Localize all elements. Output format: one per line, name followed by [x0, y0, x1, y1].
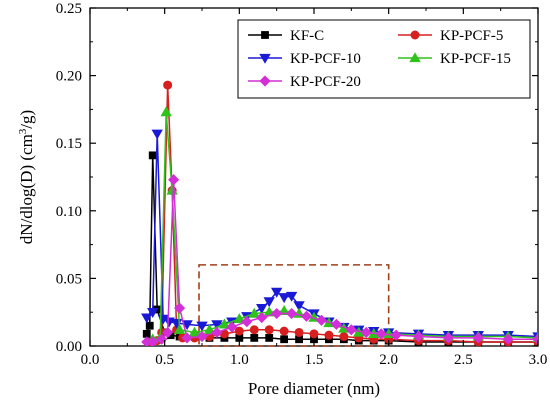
data-point	[147, 308, 159, 319]
data-point	[148, 151, 157, 160]
x-tick-label: 0.5	[155, 352, 174, 368]
data-point	[147, 336, 159, 346]
data-point	[278, 293, 290, 304]
data-point	[442, 332, 454, 344]
data-point	[271, 307, 283, 320]
data-point	[375, 328, 387, 340]
legend-item: KP-PCF-5	[398, 28, 503, 44]
y-tick-label: 0.00	[56, 339, 82, 355]
data-point	[196, 321, 208, 332]
data-point	[502, 333, 514, 345]
highlight-dashed-box	[198, 264, 390, 347]
y-tick-label: 0.25	[56, 1, 82, 17]
data-point	[211, 320, 223, 331]
y-tick-label: 0.05	[56, 271, 82, 287]
legend-marker	[410, 30, 420, 40]
data-point	[270, 287, 283, 298]
data-point	[293, 301, 305, 312]
data-point	[250, 333, 259, 342]
data-point	[241, 316, 253, 328]
x-tick-label: 1.5	[305, 352, 324, 368]
data-point	[256, 303, 268, 314]
y-tick-label: 0.20	[56, 69, 82, 85]
data-point	[163, 80, 173, 90]
legend-item: KF-C	[248, 28, 324, 44]
data-point	[234, 326, 244, 336]
data-point	[263, 297, 275, 308]
data-point	[145, 321, 154, 330]
legend-label: KP-PCF-10	[290, 51, 361, 67]
data-point	[151, 129, 163, 140]
data-point	[300, 310, 313, 322]
data-point	[218, 318, 231, 329]
series-kp-pcf-20	[141, 174, 538, 346]
data-point	[256, 312, 268, 324]
data-point	[174, 302, 186, 314]
data-point	[211, 326, 223, 339]
data-point	[294, 327, 304, 337]
data-point	[278, 305, 290, 315]
legend-label: KP-PCF-5	[440, 28, 503, 44]
data-point	[309, 329, 319, 339]
x-tick-label: 1.0	[230, 352, 249, 368]
data-point	[162, 326, 174, 339]
data-point	[285, 291, 298, 302]
legend-box	[237, 19, 531, 99]
data-point	[265, 333, 274, 342]
legend-label: KP-PCF-20	[290, 74, 361, 90]
data-point	[324, 330, 334, 340]
legend-item: KP-PCF-10	[248, 51, 361, 67]
data-point	[286, 307, 298, 320]
data-point	[226, 321, 238, 333]
data-point	[264, 325, 274, 335]
x-tick-label: 3.0	[529, 352, 548, 368]
legend-item: KP-PCF-15	[398, 51, 511, 67]
data-point	[160, 106, 172, 117]
data-point	[141, 313, 153, 324]
legend-label: KF-C	[290, 28, 324, 44]
data-point	[345, 324, 357, 336]
data-point	[168, 174, 180, 186]
data-point	[360, 326, 372, 339]
data-point	[249, 325, 259, 335]
data-point	[188, 326, 201, 337]
legend-marker	[259, 53, 271, 64]
legend-marker	[409, 52, 421, 63]
data-point	[472, 332, 484, 344]
data-point	[280, 335, 289, 344]
data-point	[279, 326, 289, 336]
legend-marker	[259, 75, 271, 87]
data-point	[203, 323, 216, 334]
data-point	[196, 330, 208, 343]
y-axis-title: dN/dlog(D) (cm3/g)	[17, 110, 36, 244]
x-axis-title: Pore diameter (nm)	[248, 379, 380, 398]
data-point	[315, 314, 328, 326]
data-point	[142, 329, 151, 338]
data-point	[532, 333, 538, 345]
x-tick-label: 2.0	[379, 352, 398, 368]
data-point	[339, 332, 349, 342]
legend-label: KP-PCF-15	[440, 51, 511, 67]
y-tick-label: 0.10	[56, 204, 82, 220]
data-point	[173, 323, 186, 334]
data-point	[233, 313, 246, 324]
legend-marker	[261, 31, 269, 39]
x-tick-label: 2.5	[454, 352, 473, 368]
data-point	[248, 307, 260, 318]
data-point	[412, 330, 425, 343]
x-tick-label: 0.0	[81, 352, 100, 368]
y-tick-label: 0.15	[56, 136, 82, 152]
data-point	[181, 332, 193, 344]
legend-item: KP-PCF-20	[248, 74, 361, 90]
data-point	[390, 329, 402, 341]
data-point	[330, 318, 342, 330]
